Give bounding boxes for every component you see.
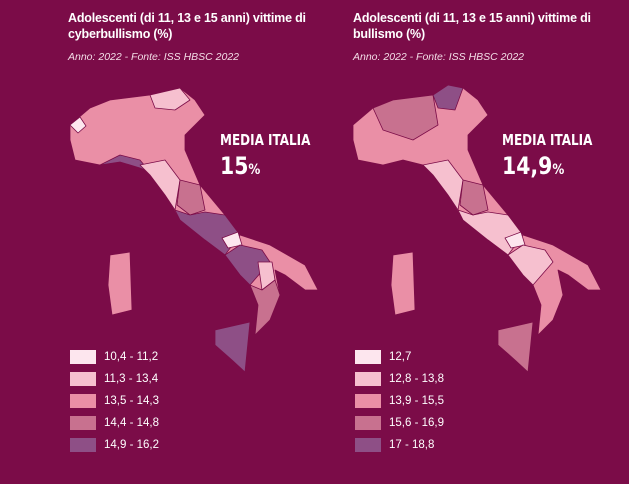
value: 14,9 [502,152,553,180]
region [69,116,87,134]
legend-label: 14,9 - 16,2 [104,439,159,451]
legend-label: 10,4 - 11,2 [104,351,159,363]
region [107,251,133,316]
region [214,321,251,373]
unit: % [248,162,261,178]
legend-label: 12,7 [389,351,412,363]
legend-label: 13,5 - 14,3 [104,395,159,407]
legend-item: 14,4 - 14,8 [70,415,159,431]
legend-item: 11,3 - 13,4 [70,371,159,387]
legend: 10,4 - 11,2 11,3 - 13,4 13,5 - 14,3 14,4 - … [70,349,159,459]
region [432,84,464,111]
map-cyberbullismo [69,87,319,373]
region [497,321,534,373]
region [507,244,554,286]
legend-swatch [355,394,381,408]
value: 15 [220,152,249,180]
map-bullismo [352,84,602,373]
legend-label: 14,4 - 14,8 [104,417,159,429]
media-value: 14,9% [502,152,564,180]
media-value: 15% [220,152,260,180]
unit: % [552,162,565,178]
region [504,231,526,249]
region [176,179,206,216]
region [459,179,489,216]
region [174,209,241,256]
legend-label: 12,8 - 13,8 [389,373,444,385]
legend-item: 13,9 - 15,5 [355,393,444,409]
legend-swatch [70,350,96,364]
subtitle: Anno: 2022 - Fonte: ISS HBSC 2022 [68,51,240,63]
media-label: MEDIA ITALIA [220,131,311,149]
legend-item: 12,8 - 13,8 [355,371,444,387]
region [372,94,439,141]
legend-swatch [70,372,96,386]
region [221,231,243,249]
region [457,209,524,256]
legend-label: 11,3 - 13,4 [104,373,159,385]
legend-swatch [70,416,96,430]
region [390,251,416,316]
legend-item: 15,6 - 16,9 [355,415,444,431]
title: Adolescenti (di 11, 13 e 15 anni) vittim… [353,11,591,41]
legend-item: 14,9 - 16,2 [70,437,159,453]
legend-item: 10,4 - 11,2 [70,349,159,365]
subtitle: Anno: 2022 - Fonte: ISS HBSC 2022 [353,51,525,63]
legend-swatch [355,438,381,452]
legend-item: 13,5 - 14,3 [70,393,159,409]
legend-label: 13,9 - 15,5 [389,395,444,407]
legend-label: 15,6 - 16,9 [389,417,444,429]
title: Adolescenti (di 11, 13 e 15 anni) vittim… [68,11,306,41]
legend-item: 12,7 [355,349,444,365]
legend-swatch [355,416,381,430]
region [149,87,191,111]
legend-item: 17 - 18,8 [355,437,444,453]
region [249,279,281,336]
media-label: MEDIA ITALIA [502,131,593,149]
legend-swatch [70,394,96,408]
legend-swatch [355,350,381,364]
legend-label: 17 - 18,8 [389,439,435,451]
legend-swatch [70,438,96,452]
legend-swatch [355,372,381,386]
legend: 12,7 12,8 - 13,8 13,9 - 15,5 15,6 - 16,9 17 … [355,349,444,459]
